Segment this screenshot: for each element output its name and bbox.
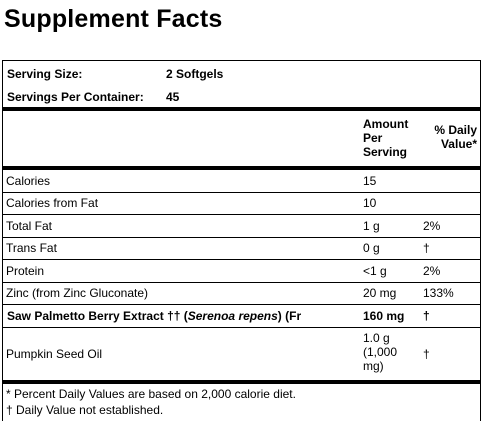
amount: <1 g: [363, 263, 387, 278]
facts-box: [2, 60, 481, 421]
daily-value: †: [423, 308, 430, 323]
name-part: Saw Palmetto Berry Extract †† (: [7, 308, 188, 323]
amount: 15: [363, 174, 377, 188]
nutrient-name: Saw Palmetto Berry Extract †† (Serenoa r…: [7, 309, 301, 323]
rule: [2, 192, 481, 193]
rule: [2, 237, 481, 238]
nutrient-name: Trans Fat: [6, 241, 57, 255]
name-part: ) (Fr: [277, 308, 302, 323]
nutrient-name: Calories: [6, 174, 51, 188]
nutrient-name: Calories from Fat: [6, 196, 99, 210]
nutrient-name: Protein: [6, 263, 45, 278]
serving-label: Servings Per Container:: [7, 90, 144, 104]
rule: [2, 259, 481, 260]
footnote: † Daily Value not established.: [6, 403, 164, 417]
amount: 0 g: [363, 241, 380, 255]
rule: [2, 304, 481, 305]
rule: [2, 282, 481, 283]
name-part: Serenoa repens: [187, 308, 278, 323]
serving-label: Serving Size:: [7, 67, 83, 81]
daily-value: †: [423, 241, 430, 255]
dv-header: % Daily Value*: [434, 123, 477, 151]
daily-value: 2%: [423, 218, 441, 233]
daily-value: 133%: [423, 286, 454, 300]
amount: 20 mg: [363, 286, 397, 300]
amount: 160 mg: [363, 308, 405, 323]
serving-value: 45: [166, 90, 180, 104]
nutrient-name: Zinc (from Zinc Gluconate): [6, 286, 149, 300]
daily-value: 2%: [423, 263, 441, 278]
amount: 10: [363, 196, 377, 210]
serving-value: 2 Softgels: [166, 67, 224, 81]
rule: [2, 107, 481, 111]
rule: [2, 380, 481, 384]
rule: [2, 327, 481, 328]
amount: 1 g: [363, 218, 380, 233]
amount: 1.0 g (1,000 mg): [363, 331, 398, 373]
nutrient-name: Total Fat: [6, 218, 53, 233]
title: Supplement Facts: [4, 5, 223, 33]
rule: [2, 166, 481, 170]
rule: [2, 214, 481, 215]
amount-header: Amount Per Serving: [363, 117, 409, 159]
daily-value: †: [423, 346, 430, 361]
footnote: * Percent Daily Values are based on 2,00…: [6, 387, 296, 401]
nutrient-name: Pumpkin Seed Oil: [6, 346, 103, 361]
